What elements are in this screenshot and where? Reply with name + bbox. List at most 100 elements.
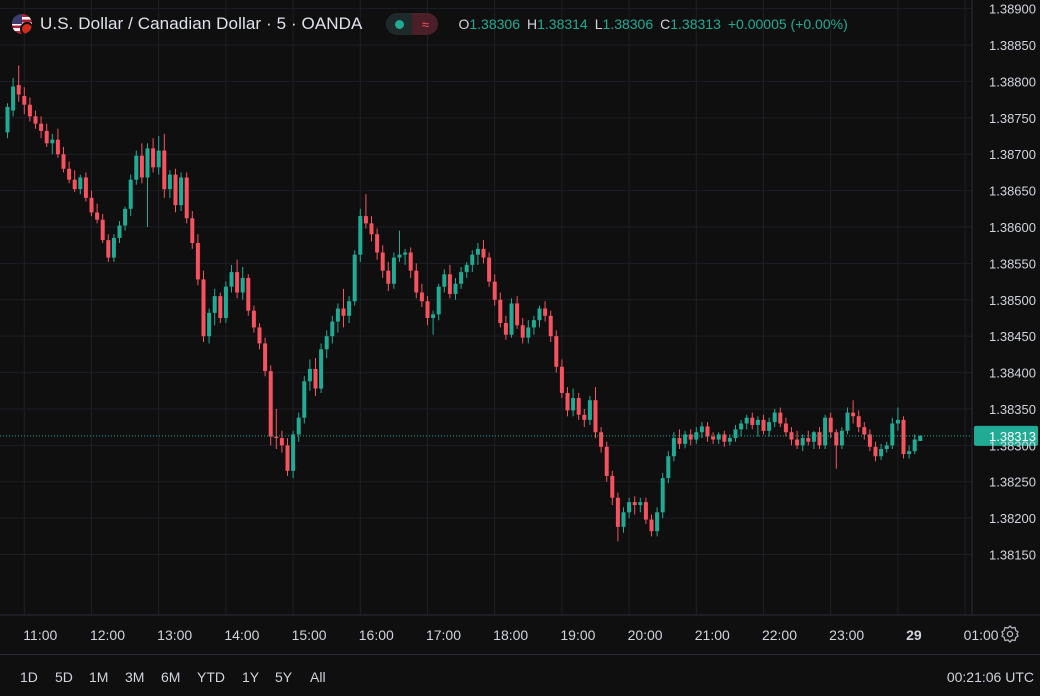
candle[interactable] xyxy=(755,416,760,437)
candle[interactable] xyxy=(89,190,94,217)
candle[interactable] xyxy=(912,434,917,455)
candle[interactable] xyxy=(750,412,755,430)
candle[interactable] xyxy=(11,77,16,117)
candle[interactable] xyxy=(593,387,598,439)
candle[interactable] xyxy=(845,407,850,435)
candle[interactable] xyxy=(604,441,609,482)
candle[interactable] xyxy=(716,432,721,444)
candle[interactable] xyxy=(78,174,83,195)
candle[interactable] xyxy=(705,422,710,442)
candle[interactable] xyxy=(537,305,542,328)
settings-gear-icon[interactable] xyxy=(1000,624,1020,644)
candle[interactable] xyxy=(783,417,788,437)
candle[interactable] xyxy=(660,473,665,519)
candle[interactable] xyxy=(285,438,290,476)
candle[interactable] xyxy=(615,492,620,542)
candle[interactable] xyxy=(907,445,912,459)
candle[interactable] xyxy=(117,221,122,244)
candle[interactable] xyxy=(302,376,307,424)
candle[interactable] xyxy=(795,430,800,449)
candle[interactable] xyxy=(655,507,660,537)
candle[interactable] xyxy=(39,116,44,139)
candle[interactable] xyxy=(453,277,458,300)
candle[interactable] xyxy=(380,245,385,278)
candle[interactable] xyxy=(358,208,363,262)
candle[interactable] xyxy=(419,283,424,308)
candle[interactable] xyxy=(671,432,676,462)
status-pill[interactable]: ≈ xyxy=(386,13,439,35)
candle[interactable] xyxy=(828,412,833,439)
candle[interactable] xyxy=(526,320,531,344)
candle[interactable] xyxy=(50,133,55,155)
candle[interactable] xyxy=(223,281,228,324)
range-all-button[interactable]: All xyxy=(310,669,326,685)
candle[interactable] xyxy=(352,250,357,306)
candle[interactable] xyxy=(767,417,772,437)
candle[interactable] xyxy=(789,427,794,446)
candle[interactable] xyxy=(487,252,492,287)
candle[interactable] xyxy=(246,274,251,316)
range-ytd-button[interactable]: YTD xyxy=(197,669,225,685)
candle[interactable] xyxy=(559,359,564,399)
candle[interactable] xyxy=(475,243,480,265)
candle[interactable] xyxy=(386,261,391,292)
candle[interactable] xyxy=(296,412,301,442)
candle[interactable] xyxy=(218,292,223,324)
candle[interactable] xyxy=(683,430,688,449)
candle[interactable] xyxy=(851,400,856,424)
candle[interactable] xyxy=(403,248,408,265)
candle[interactable] xyxy=(83,172,88,202)
symbol-title[interactable]: U.S. Dollar / Canadian Dollar · 5 · OAND… xyxy=(40,14,363,33)
candle[interactable] xyxy=(739,419,744,437)
candle[interactable] xyxy=(257,323,262,350)
candle[interactable] xyxy=(599,427,604,453)
candle[interactable] xyxy=(201,270,206,342)
candle[interactable] xyxy=(744,414,749,430)
candle[interactable] xyxy=(425,296,430,326)
candle[interactable] xyxy=(229,264,234,293)
candle[interactable] xyxy=(111,234,116,262)
candle[interactable] xyxy=(22,87,27,115)
candle[interactable] xyxy=(431,310,436,335)
candle[interactable] xyxy=(666,451,671,484)
candle[interactable] xyxy=(722,430,727,447)
candle[interactable] xyxy=(576,392,581,420)
candle[interactable] xyxy=(565,387,570,417)
candle[interactable] xyxy=(162,133,167,198)
candle[interactable] xyxy=(391,252,396,289)
candle[interactable] xyxy=(212,288,217,326)
candle[interactable] xyxy=(856,410,861,433)
candle[interactable] xyxy=(151,138,156,173)
candle[interactable] xyxy=(190,210,195,249)
candle[interactable] xyxy=(834,429,839,469)
candle[interactable] xyxy=(184,172,189,224)
candle[interactable] xyxy=(251,305,256,333)
candle[interactable] xyxy=(207,308,212,344)
candle[interactable] xyxy=(772,408,777,428)
candle[interactable] xyxy=(408,247,413,278)
candle[interactable] xyxy=(100,213,105,244)
candle[interactable] xyxy=(397,230,402,262)
candle[interactable] xyxy=(638,497,643,513)
candle[interactable] xyxy=(156,136,161,175)
candle[interactable] xyxy=(363,194,368,229)
candle[interactable] xyxy=(179,172,184,211)
candle[interactable] xyxy=(879,443,884,460)
candle[interactable] xyxy=(492,274,497,306)
candle[interactable] xyxy=(811,430,816,449)
candle[interactable] xyxy=(862,422,867,440)
candle[interactable] xyxy=(677,429,682,449)
range-1y-button[interactable]: 1Y xyxy=(242,669,260,685)
candle[interactable] xyxy=(806,430,811,446)
candle[interactable] xyxy=(134,150,139,185)
candle[interactable] xyxy=(800,434,805,452)
candle[interactable] xyxy=(733,424,738,442)
candle[interactable] xyxy=(554,330,559,373)
candle[interactable] xyxy=(632,496,637,515)
candle[interactable] xyxy=(341,288,346,328)
candle[interactable] xyxy=(890,417,895,449)
time-axis[interactable]: 11:00 12:00 13:00 14:00 15:00 16:00 17:00 18:00… xyxy=(0,614,1040,643)
candle[interactable] xyxy=(128,174,133,217)
candle[interactable] xyxy=(582,408,587,428)
candle[interactable] xyxy=(520,317,525,344)
